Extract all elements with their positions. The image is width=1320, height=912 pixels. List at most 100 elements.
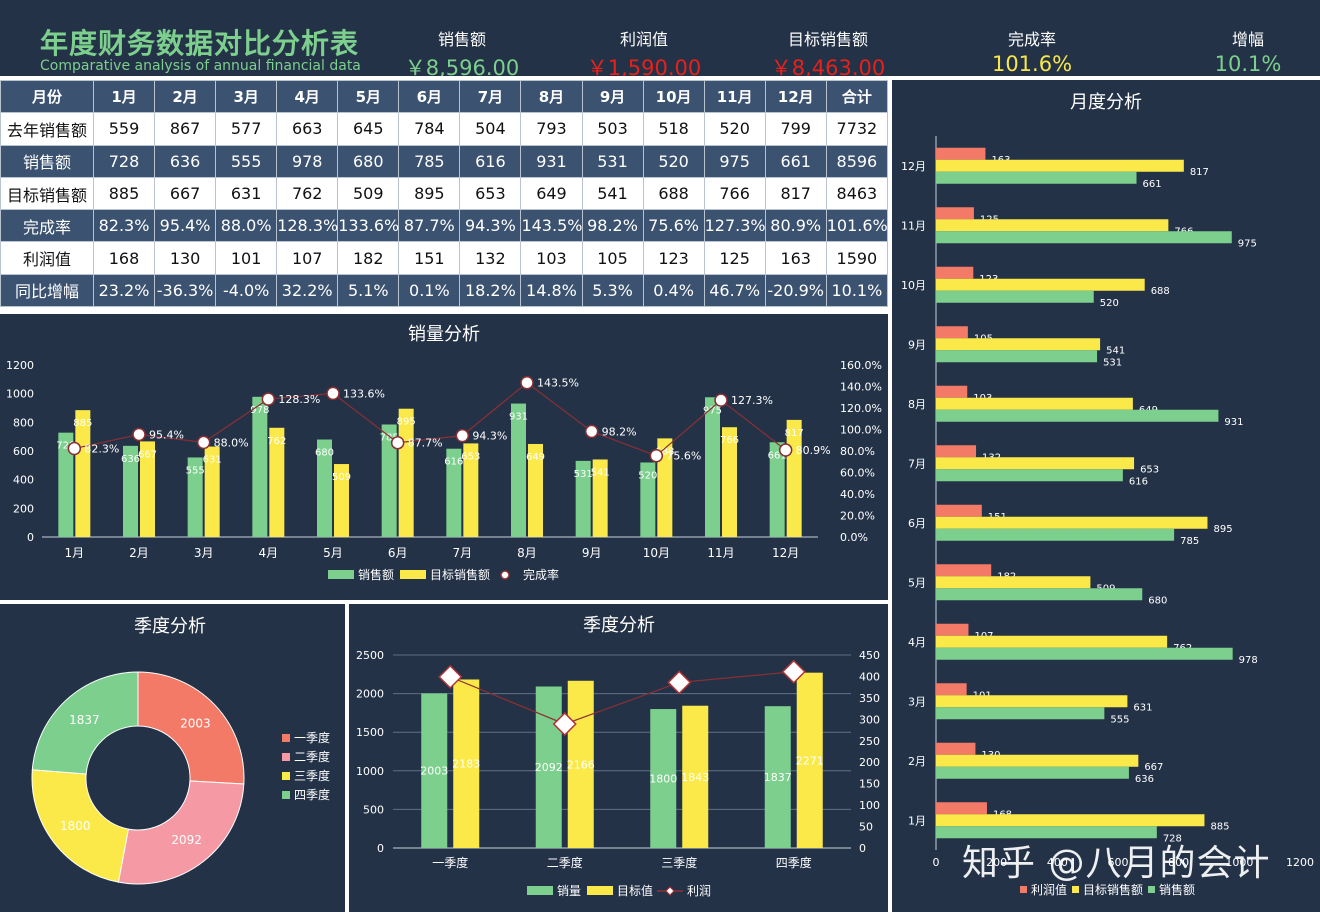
bar-2 [936,647,1233,660]
data-label: 688 [655,446,674,457]
kpi-value: ￥8,463.00 [770,56,886,76]
table-row: 完成率 82.3% 95.4% 88.0% 128.3% 133.6% 87.7% 94.3%… [0,209,888,243]
bar-1 [936,219,1169,232]
table-cell: 95.4% [154,209,217,243]
legend-label: 利润值 [1031,882,1067,897]
data-label: 931 [1224,417,1243,428]
data-label: 885 [1210,821,1229,832]
table-cell: 7732 [825,112,888,146]
data-label: 766 [720,435,739,446]
legend-label: 目标销售额 [430,567,490,582]
page-title: 年度财务数据对比分析表 [40,27,360,60]
data-label: 520 [1100,298,1119,309]
y2-tick-label: 100.0% [840,424,882,437]
legend-swatch [1148,886,1155,893]
data-label: 636 [1135,774,1154,785]
bar-volume [650,709,677,848]
table-header-cell: 2月 [154,80,217,114]
table-cell: -36.3% [154,273,217,308]
header-bar: 年度财务数据对比分析表 Comparative analysis of annu… [0,0,1320,76]
y2-tick-label: 50 [859,821,873,834]
bar-volume [764,706,791,848]
table-cell: 663 [276,112,339,146]
table-cell: 133.6% [337,209,400,243]
table-cell: 667 [154,176,217,211]
line-point [455,428,470,443]
table-header-cell: 8月 [520,80,583,114]
y2-tick-label: 0 [859,842,866,855]
kpi-label: 销售额 [437,30,486,49]
table-cell: 18.2% [459,273,522,308]
y2-tick-label: 300 [859,713,880,726]
legend-label: 销售额 [358,567,394,582]
x-tick-label: 600 [1108,856,1129,869]
bar-sales [575,460,591,537]
legend-label: 目标值 [617,883,653,898]
y2-tick-label: 140.0% [840,381,882,394]
table-row: 目标销售额 885 667 631 762 509 895 653 649 541 688 766 81… [0,176,888,211]
table-header-cell: 4月 [276,80,339,114]
x-tick-label: 3月 [194,546,214,560]
bar-volume [421,693,448,848]
table-cell: 653 [459,176,522,211]
x-tick-label: 1200 [1286,856,1314,869]
table-cell: 978 [276,144,339,178]
data-label: 541 [1106,345,1125,356]
table-cell: 80.9% [764,209,827,243]
table-row-label: 目标销售额 [0,176,94,211]
legend-swatch [400,570,426,579]
line-point [326,386,340,401]
table-cell: -4.0% [215,273,278,308]
table-cell: 94.3% [459,209,522,243]
y-tick-label: 1000 [6,388,34,401]
y-tick-label: 1月 [908,814,926,827]
x-tick-label: 7月 [453,546,473,560]
table-cell: 0.4% [642,273,705,308]
table-cell: 645 [337,112,400,146]
x-tick-label: 1000 [1225,856,1253,869]
y-tick-label: 5月 [908,576,926,589]
data-label: 817 [785,428,804,439]
chart-title: 季度分析 [134,616,206,637]
data-label: 978 [250,405,269,416]
y-tick-label: 1000 [356,765,384,778]
legend-label: 三季度 [294,768,330,783]
bar-2 [936,528,1175,541]
line-point [390,435,405,450]
legend-swatch [500,570,510,580]
kpi-label: 利润值 [619,30,668,49]
x-tick-label: 400 [1047,856,1068,869]
legend-label: 利润 [687,884,711,898]
legend-swatch [282,734,290,742]
data-label: 762 [267,436,286,447]
table-header-row: 月份 1月 2月 3月 4月 5月 6月 7月 8月 9月 10月 11月 12月 合计 [0,80,888,114]
data-label: 2271 [796,754,824,767]
y-tick-label: 400 [13,474,34,487]
bar-1 [936,457,1135,470]
kpi-label: 完成率 [1007,30,1056,49]
line-point [132,427,146,442]
bar-target [453,679,480,848]
table-row-label: 去年销售额 [0,112,94,146]
y2-tick-label: 40.0% [840,488,875,501]
data-label: 94.3% [472,430,507,443]
table-cell: 5.1% [337,273,400,308]
table-cell: 559 [92,112,156,146]
data-label: 667 [1144,762,1163,773]
y2-tick-label: 160.0% [840,359,882,372]
x-tick-label: 一季度 [432,855,468,870]
x-tick-label: 0 [933,856,940,869]
data-label: 531 [1103,357,1122,368]
table-cell: 975 [703,144,766,178]
table-cell: 82.3% [92,209,156,243]
data-label: 520 [638,470,657,481]
quarter-bar-chart: 季度分析 0 500 1000 1500 2000 2500 0 50 100 150 200 250 3… [356,615,880,898]
page-subtitle: Comparative analysis of annual financial… [40,58,361,74]
x-tick-label: 6月 [388,546,408,560]
kpi-sales: 销售额 ￥8,596.00 [402,26,522,76]
bar-0 [936,564,992,577]
bar-1 [936,576,1091,589]
data-label: 75.6% [666,450,701,463]
data-label: 975 [1238,238,1257,249]
watermark: 知乎 @八月的会计 [962,843,1271,884]
